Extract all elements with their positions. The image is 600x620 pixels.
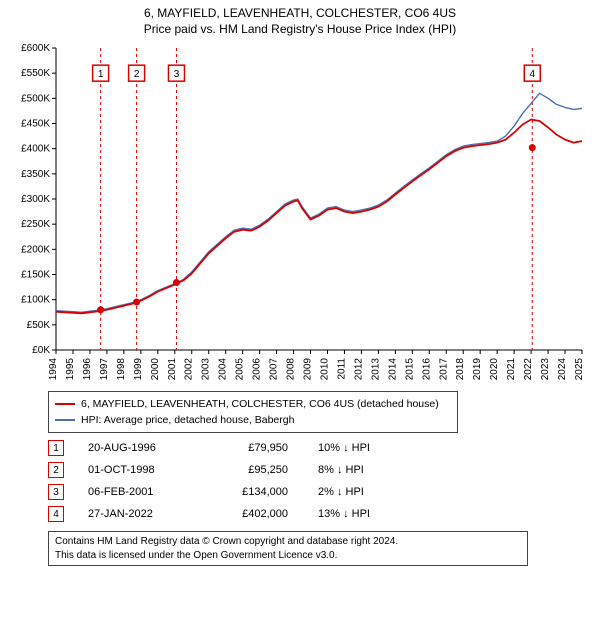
sale-dot [133,299,140,306]
x-tick-label: 2007 [269,358,280,381]
legend-swatch [55,419,75,421]
sale-dot [173,279,180,286]
x-tick-label: 2009 [303,358,314,381]
events-table: 1 20-AUG-1996£79,95010% ↓ HPI 2 01-OCT-1998… [48,437,592,525]
legend-label: 6, MAYFIELD, LEAVENHEATH, COLCHESTER, CO… [81,398,439,410]
sale-dot [529,144,536,151]
chart-container: 6, MAYFIELD, LEAVENHEATH, COLCHESTER, CO… [0,0,600,574]
footer-line-2: This data is licensed under the Open Gov… [55,549,521,563]
event-row: 3 06-FEB-2001£134,0002% ↓ HPI [48,481,592,503]
event-price: £402,000 [218,508,318,520]
x-tick-label: 2006 [252,358,263,381]
y-tick-label: £200K [21,244,50,255]
line-chart-svg: £0K £50K £100K £150K £200K £250K £300K £350K £40… [8,40,592,385]
event-number-box: 2 [48,462,64,478]
event-marker-label: 4 [530,69,536,80]
x-tick-label: 2010 [319,358,330,381]
y-tick-label: £0K [32,345,50,356]
title-address: 6, MAYFIELD, LEAVENHEATH, COLCHESTER, CO… [8,6,592,20]
x-tick-label: 2014 [387,358,398,381]
x-tick-label: 2017 [438,358,449,381]
x-tick-label: 2012 [353,358,364,381]
footer-line-1: Contains HM Land Registry data © Crown c… [55,535,521,549]
x-tick-label: 2013 [370,358,381,381]
y-tick-label: £600K [21,43,50,54]
x-tick-label: 2005 [235,358,246,381]
x-tick-label: 2018 [455,358,466,381]
x-tick-label: 2016 [421,358,432,381]
x-tick-label: 2000 [150,358,161,381]
chart-plot: £0K £50K £100K £150K £200K £250K £300K £350K £40… [8,40,592,385]
x-tick-label: 2003 [201,358,212,381]
x-tick-label: 2008 [286,358,297,381]
y-tick-label: £250K [21,219,50,230]
event-price: £134,000 [218,486,318,498]
sale-dot [97,306,104,313]
event-row: 2 01-OCT-1998£95,2508% ↓ HPI [48,459,592,481]
event-marker-label: 1 [98,69,104,80]
event-marker-label: 3 [174,69,180,80]
event-row: 4 27-JAN-2022£402,00013% ↓ HPI [48,503,592,525]
x-tick-label: 2022 [523,358,534,381]
x-tick-label: 2025 [574,358,585,381]
chart-titles: 6, MAYFIELD, LEAVENHEATH, COLCHESTER, CO… [8,6,592,36]
x-tick-label: 2001 [167,358,178,381]
legend-label: HPI: Average price, detached house, Babe… [81,414,294,426]
event-date: 01-OCT-1998 [88,464,218,476]
event-price: £79,950 [218,442,318,454]
y-tick-label: £550K [21,68,50,79]
x-tick-label: 2015 [404,358,415,381]
event-number-box: 1 [48,440,64,456]
event-delta: 2% ↓ HPI [318,486,428,498]
x-tick-label: 1996 [82,358,93,381]
event-price: £95,250 [218,464,318,476]
legend: 6, MAYFIELD, LEAVENHEATH, COLCHESTER, CO… [48,391,458,433]
x-tick-label: 2020 [489,358,500,381]
legend-row: HPI: Average price, detached house, Babe… [55,412,451,428]
title-subtitle: Price paid vs. HM Land Registry's House … [8,22,592,36]
x-tick-label: 1995 [65,358,76,381]
event-marker-label: 2 [134,69,140,80]
event-delta: 8% ↓ HPI [318,464,428,476]
x-tick-label: 2002 [184,358,195,381]
x-tick-label: 1999 [133,358,144,381]
x-tick-label: 2024 [557,358,568,381]
x-tick-label: 2004 [218,358,229,381]
legend-row: 6, MAYFIELD, LEAVENHEATH, COLCHESTER, CO… [55,396,451,412]
event-date: 20-AUG-1996 [88,442,218,454]
event-number-box: 3 [48,484,64,500]
event-date: 06-FEB-2001 [88,486,218,498]
legend-swatch [55,403,75,405]
y-tick-label: £300K [21,194,50,205]
attribution-footer: Contains HM Land Registry data © Crown c… [48,531,528,566]
y-tick-label: £100K [21,295,50,306]
event-row: 1 20-AUG-1996£79,95010% ↓ HPI [48,437,592,459]
x-tick-label: 1997 [99,358,110,381]
y-tick-label: £500K [21,93,50,104]
y-tick-label: £350K [21,169,50,180]
event-delta: 10% ↓ HPI [318,442,428,454]
x-tick-label: 2011 [336,358,347,380]
event-number-box: 4 [48,506,64,522]
event-date: 27-JAN-2022 [88,508,218,520]
x-tick-label: 1994 [48,358,59,381]
x-tick-label: 1998 [116,358,127,381]
x-tick-label: 2023 [540,358,551,381]
y-tick-label: £50K [27,320,51,331]
x-tick-label: 2019 [472,358,483,381]
x-tick-label: 2021 [506,358,517,381]
y-tick-label: £150K [21,270,50,281]
y-tick-label: £400K [21,144,50,155]
y-tick-label: £450K [21,119,50,130]
event-delta: 13% ↓ HPI [318,508,428,520]
